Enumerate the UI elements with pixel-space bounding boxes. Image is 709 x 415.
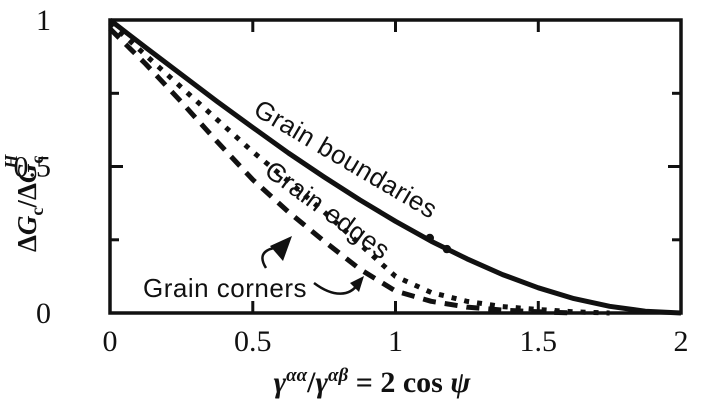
x-tick-label: 0 [103,325,118,358]
corners-leader-arrows [261,236,364,295]
tick-labels: 0 0.5 1 1.5 2 0 0.5 1 [14,4,689,358]
curve-grain-corners [108,27,574,316]
label-grain-corners: Grain corners [143,273,307,303]
y-axis-label: ΔGc/ΔGcH [1,154,47,252]
y-tick-label: 0 [36,297,51,330]
y-tick-label: 1 [36,4,51,37]
x-tick-label: 2 [674,325,689,358]
x-tick-label: 1 [388,325,403,358]
x-tick-label: 1.5 [520,325,558,358]
x-tick-label: 0.5 [234,325,272,358]
corners-small-arrowhead-icon [350,276,364,292]
tick-marks [110,20,681,313]
x-axis-label: γαα/γαβ = 2 cos ψ [274,365,472,399]
kink-dot [442,244,452,254]
curve-kink-dots [425,233,452,254]
corners-leader-tail [261,246,275,269]
corners-leader-swoosh [313,281,360,295]
corners-arrowhead-icon [270,236,292,261]
y-tick-label: 0.5 [14,151,52,184]
curve-grain-boundaries [108,18,682,316]
kink-dot [425,233,434,243]
plot-border [108,18,683,315]
